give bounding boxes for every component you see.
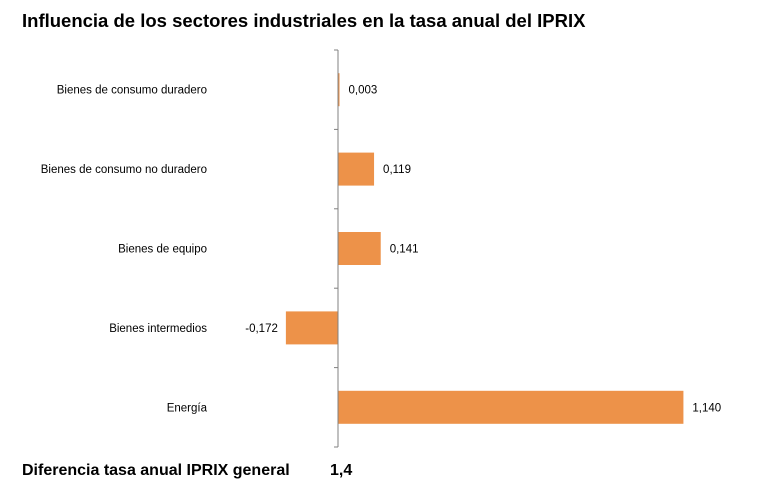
category-label: Bienes intermedios	[109, 323, 207, 335]
data-label: 1,140	[692, 402, 721, 414]
bar-chart: Bienes de consumo duradero 0,003 Bienes de…	[41, 49, 721, 448]
data-label: 0,141	[390, 244, 419, 256]
bar	[338, 152, 375, 186]
data-label: -0,172	[245, 323, 278, 335]
chart-title: Influencia de los sectores industriales …	[22, 10, 586, 31]
category-label: Bienes de consumo duradero	[57, 85, 207, 97]
bar	[338, 232, 381, 265]
bar	[338, 390, 684, 424]
category-label: Bienes de equipo	[118, 244, 207, 256]
footer-value: 1,4	[330, 462, 353, 479]
category-label: Bienes de consumo no duradero	[41, 164, 207, 176]
bar	[285, 311, 338, 345]
data-label: 0,003	[349, 85, 378, 97]
footer-label: Diferencia tasa anual IPRIX general	[22, 462, 290, 479]
category-label: Energía	[167, 402, 208, 414]
data-label: 0,119	[383, 164, 411, 176]
bar	[338, 73, 340, 107]
